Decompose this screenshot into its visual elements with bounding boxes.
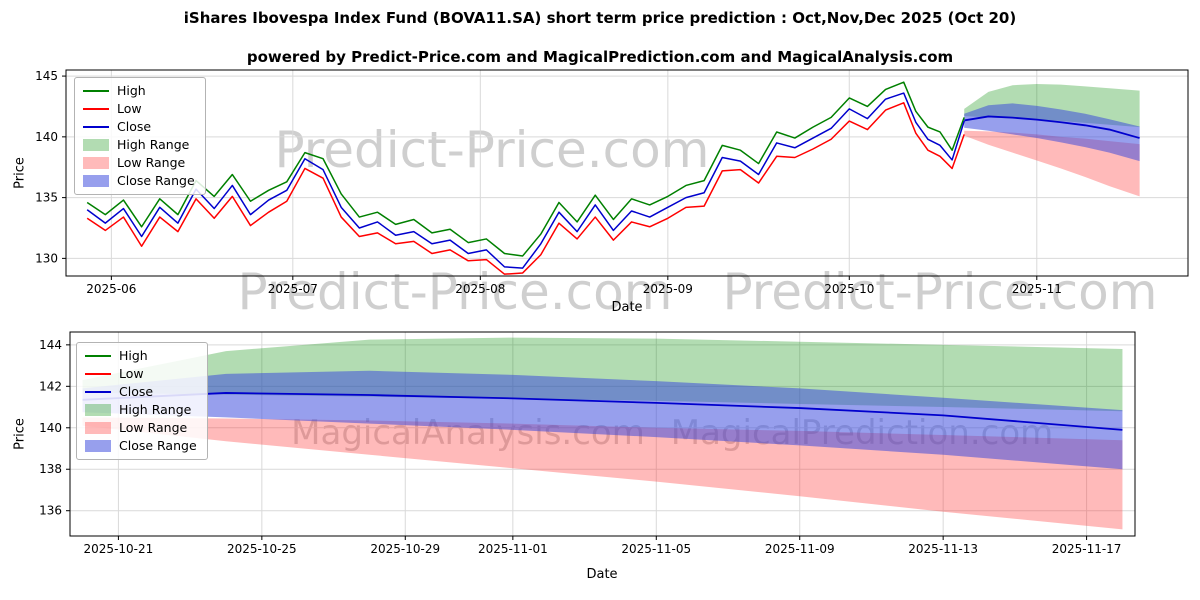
x-tick-label: 2025-10-25 [227,542,297,556]
legend-label: High [117,83,146,98]
legend-swatch [83,108,109,110]
legend-item-high: High [83,84,195,98]
x-tick-label: 2025-11-09 [765,542,835,556]
legend-label: Close [119,384,154,399]
legend-swatch [85,391,111,393]
x-tick-label: 2025-10-29 [370,542,440,556]
y-tick-label: 145 [35,69,58,83]
watermark-text: Predict-Price.com [722,263,1158,321]
legend-label: Low Range [119,420,188,435]
x-tick-label: 2025-09 [643,282,693,296]
legend-label: Low [117,101,142,116]
legend-item-high-range: High Range [85,403,197,417]
bottom-chart-xlabel: Date [586,567,618,582]
legend-swatch [85,440,111,452]
legend-item-high: High [85,349,197,363]
legend-item-close-range: Close Range [85,439,197,453]
y-tick-label: 144 [39,338,62,352]
x-tick-label: 2025-06 [86,282,136,296]
x-tick-label: 2025-10 [824,282,874,296]
watermark-text: Predict-Price.com [237,263,673,321]
x-tick-label: 2025-08 [455,282,505,296]
top-chart-xlabel: Date [611,300,643,315]
x-tick-label: 2025-11-13 [908,542,978,556]
y-tick-label: 140 [35,130,58,144]
x-tick-label: 2025-11-05 [621,542,691,556]
legend-swatch [85,373,111,375]
forecast-close-line [82,392,1123,431]
legend-label: Low Range [117,155,186,170]
plot-border [65,69,1189,277]
legend-item-close: Close [83,120,195,134]
legend-label: Close Range [117,173,195,188]
legend-swatch [85,422,111,434]
legend-item-low-range: Low Range [85,421,197,435]
y-tick-label: 140 [39,421,62,435]
legend-label: Low [119,366,144,381]
legend-swatch [83,90,109,92]
legend-item-close: Close [85,385,197,399]
legend-label: High Range [117,137,190,152]
page-subtitle: powered by Predict-Price.com and Magical… [246,48,954,66]
x-tick-label: 2025-11 [1012,282,1062,296]
y-tick-label: 135 [35,191,58,205]
high-line [86,81,965,257]
legend-swatch [83,139,109,151]
x-tick-label: 2025-11-01 [478,542,548,556]
x-tick-label: 2025-11-17 [1052,542,1122,556]
bottom-chart-legend: High Low Close High Range Low Range Close Ran… [76,342,208,460]
legend-swatch [83,126,109,128]
plot-border [69,331,1136,537]
forecast-close-line [964,115,1140,139]
legend-swatch [83,175,109,187]
close-line [86,92,965,269]
legend-label: Close Range [119,438,197,453]
top-chart: 130 135 140 145 2025-06 2025-07 2025-08 2025-09… [35,69,1189,296]
legend-item-low-range: Low Range [83,156,195,170]
low-line [86,102,965,275]
legend-item-close-range: Close Range [83,174,195,188]
legend-item-low: Low [83,102,195,116]
bottom-chart-ylabel: Price [12,418,28,450]
legend-label: High Range [119,402,192,417]
x-tick-label: 2025-10-21 [84,542,154,556]
legend-item-high-range: High Range [83,138,195,152]
y-tick-label: 136 [39,504,62,518]
watermark-text: Predict-Price.com [274,121,710,179]
y-tick-label: 138 [39,462,62,476]
legend-swatch [83,157,109,169]
page-title: iShares Ibovespa Index Fund (BOVA11.SA) … [183,9,1017,27]
legend-swatch [85,404,111,416]
legend-item-low: Low [85,367,197,381]
legend-label: Close [117,119,152,134]
bottom-chart: 136 138 140 142 144 2025-10-21 2025-10-25 2025-… [39,331,1136,556]
legend-label: High [119,348,148,363]
x-tick-label: 2025-07 [268,282,318,296]
top-chart-legend: High Low Close High Range Low Range Close Ran… [74,77,206,195]
legend-swatch [85,355,111,357]
y-tick-label: 130 [35,251,58,265]
y-tick-label: 142 [39,379,62,393]
top-chart-ylabel: Price [12,157,28,189]
